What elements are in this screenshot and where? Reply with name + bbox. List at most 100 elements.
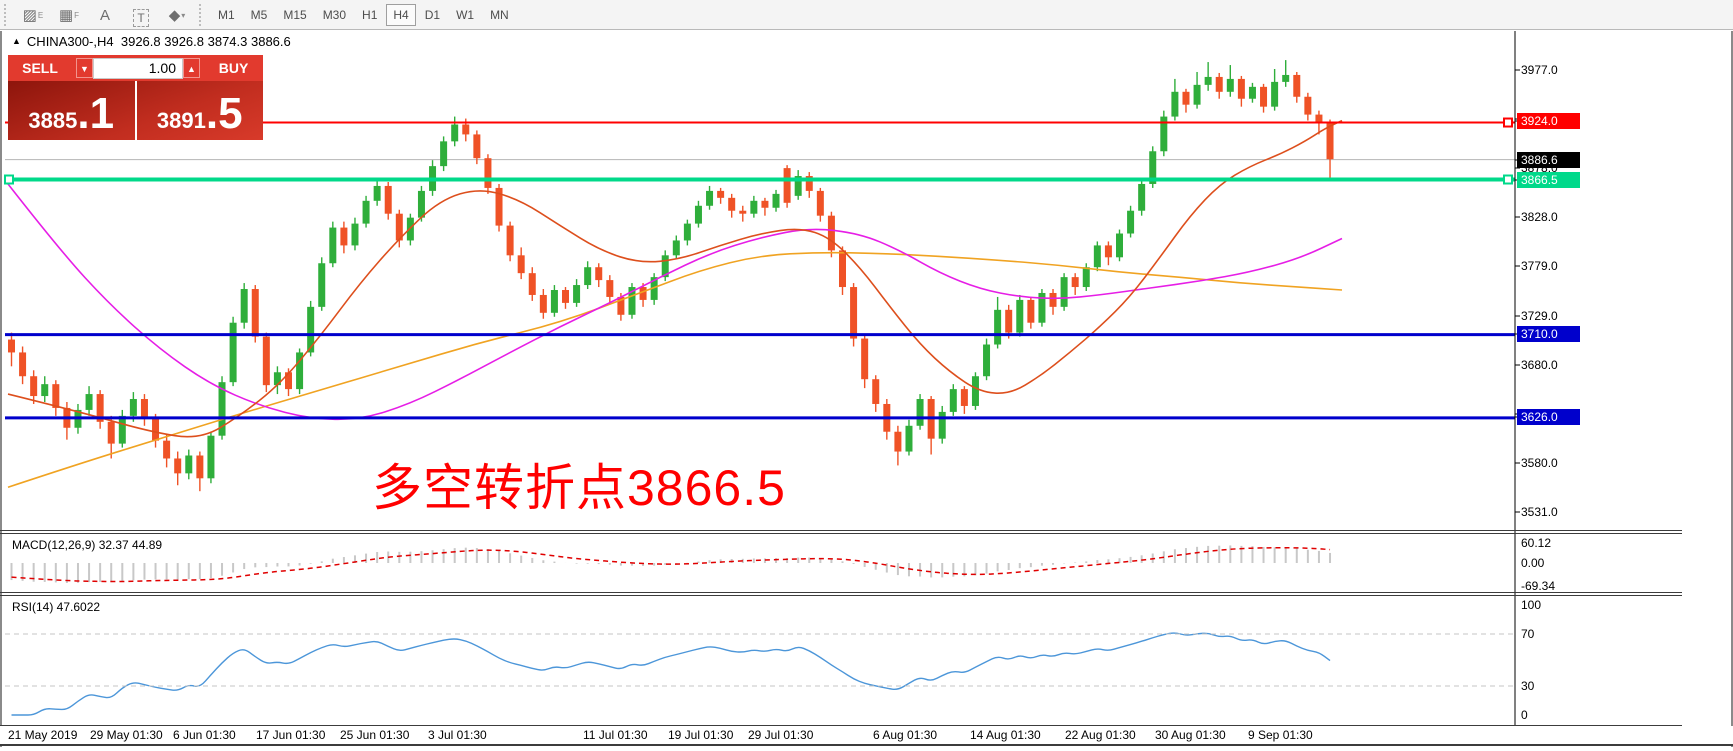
candle-body: [1226, 78, 1234, 92]
volume-decrease-button[interactable]: ▼: [76, 58, 93, 78]
buy-price-main: 3891: [156, 108, 206, 133]
indicators-icon[interactable]: ▨ E: [22, 6, 44, 24]
candle-body: [827, 215, 835, 251]
candle-body: [994, 309, 1002, 345]
candle-body: [52, 384, 60, 408]
buy-price[interactable]: 3891.5: [137, 81, 264, 140]
volume-increase-button[interactable]: ▲: [183, 58, 200, 78]
timeframe-button-h4[interactable]: H4: [386, 3, 416, 26]
candle-body: [362, 200, 370, 224]
candle-body: [1271, 81, 1279, 107]
candle-body: [717, 190, 725, 198]
buy-button[interactable]: BUY: [204, 60, 263, 76]
timeframe-button-m30[interactable]: M30: [322, 7, 347, 22]
candle-body: [273, 372, 281, 386]
order-panel: SELL ▼ ▲ BUY 3885.1 3891.5: [8, 55, 263, 140]
candle-body: [451, 124, 459, 142]
date-label: 11 Jul 01:30: [583, 728, 648, 742]
pane-border: [0, 595, 1682, 596]
candle-body: [739, 210, 747, 214]
indicator-axis-label: 70: [1521, 627, 1535, 641]
candle-body: [960, 389, 968, 406]
indicator-axis-label: 60.12: [1521, 536, 1552, 550]
date-label: 29 Jul 01:30: [748, 728, 814, 742]
candle-body: [983, 344, 991, 377]
candle-body: [462, 124, 470, 135]
text-box-icon[interactable]: T: [126, 3, 156, 27]
candle-body: [562, 290, 569, 303]
candle-body: [606, 280, 614, 297]
timeframe-button-h1[interactable]: H1: [362, 7, 378, 22]
candle-body: [728, 197, 736, 211]
indicator-axis-label: 30: [1521, 679, 1535, 693]
indicator-axis-label: -69.34: [1521, 579, 1556, 593]
ma-fast-line: [7, 119, 1343, 438]
pane-border: [0, 592, 1682, 593]
timeframe-button-m15[interactable]: M15: [283, 7, 307, 22]
timeframe-button-m1[interactable]: M1: [218, 7, 235, 22]
level-handle[interactable]: [1503, 117, 1513, 128]
candle-body: [639, 287, 647, 300]
candle-body: [1160, 116, 1168, 152]
candle-body: [1315, 114, 1323, 122]
price-tick-label: 3977.0: [1521, 63, 1583, 78]
candle-body: [484, 158, 492, 188]
candle-body: [1193, 84, 1201, 105]
candle-body: [949, 389, 957, 412]
level-handle[interactable]: [1503, 174, 1513, 185]
ohlc-readout: 3926.8 3926.8 3874.3 3886.6: [120, 34, 291, 49]
candle-body: [584, 267, 592, 286]
candle-body: [1127, 210, 1135, 234]
timeframe-button-mn[interactable]: MN: [490, 7, 509, 22]
macd-signal-line: [11, 546, 1331, 583]
candle-body: [872, 379, 880, 404]
candle-body: [772, 193, 780, 208]
pane-border: [0, 725, 1682, 726]
timeframe-button-w1[interactable]: W1: [456, 7, 475, 22]
pane-border: [0, 530, 1682, 531]
price-tick-label: 3680.0: [1521, 358, 1583, 373]
rsi-label: RSI(14) 47.6022: [12, 600, 105, 614]
candle-body: [938, 411, 946, 439]
grid-icon[interactable]: ▦ F: [58, 6, 80, 24]
sell-price[interactable]: 3885.1: [8, 81, 135, 140]
candle-body: [539, 294, 547, 313]
shapes-icon[interactable]: ◆ ▾: [168, 6, 186, 24]
date-label: 30 Aug 01:30: [1155, 728, 1226, 742]
candle-body: [595, 267, 603, 281]
indicator-axis-label: 100: [1521, 598, 1542, 612]
ma-slow-line: [7, 251, 1343, 488]
timeframe-button-m5[interactable]: M5: [250, 7, 268, 22]
sell-button[interactable]: SELL: [8, 60, 72, 76]
candle-body: [1049, 292, 1057, 307]
candle-body: [262, 336, 270, 386]
date-label: 6 Jun 01:30: [173, 728, 236, 742]
candle-body: [417, 190, 425, 218]
candle-body: [1071, 277, 1079, 288]
rsi-line: [11, 632, 1331, 716]
timeframe-button-d1[interactable]: D1: [424, 7, 441, 22]
macd-label: MACD(12,26,9) 32.37 44.89: [12, 538, 167, 552]
price-tick-label: 3531.0: [1521, 505, 1583, 520]
candle-body: [1293, 74, 1301, 97]
candle-body: [1248, 86, 1256, 99]
candle-body: [573, 285, 581, 303]
candle-body: [152, 418, 160, 441]
candle-body: [1326, 122, 1334, 160]
price-tick-label: 3580.0: [1521, 456, 1583, 471]
text-label-icon[interactable]: A: [99, 6, 110, 24]
candle-body: [861, 338, 869, 380]
candle-body: [1082, 267, 1090, 288]
candle-body: [750, 200, 758, 214]
indicator-axis-label: 0: [1521, 708, 1528, 722]
collapse-icon[interactable]: ▲: [12, 36, 21, 46]
candle-body: [1116, 233, 1123, 258]
candle-body: [207, 435, 215, 479]
candle-body: [1138, 183, 1146, 211]
level-handle[interactable]: [4, 174, 14, 185]
indicator-axis-label: 0.00: [1521, 556, 1545, 570]
volume-input[interactable]: [93, 57, 183, 79]
candle-body: [916, 399, 924, 426]
candle-body: [783, 168, 791, 203]
